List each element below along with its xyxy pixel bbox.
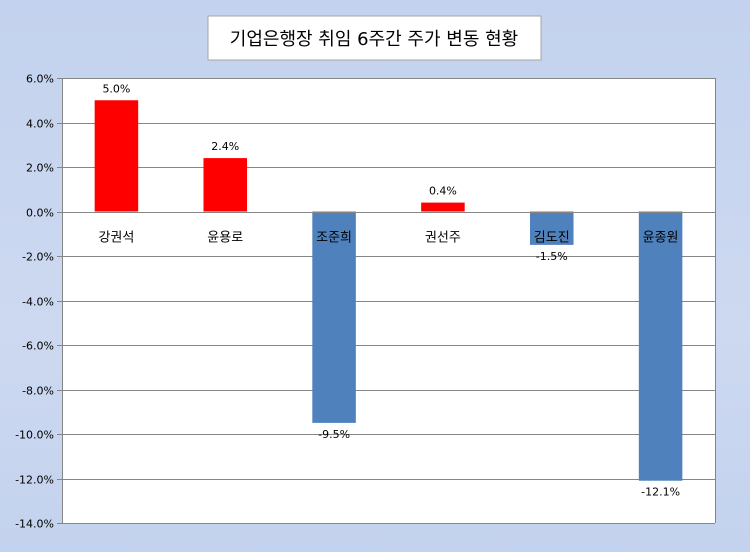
y-tick-label: -12.0%	[15, 474, 54, 487]
y-tick-label: 6.0%	[26, 73, 54, 86]
category-label: 윤종원	[643, 231, 679, 246]
data-label: -1.5%	[536, 250, 568, 263]
category-label: 윤용로	[207, 231, 243, 246]
bar	[312, 211, 356, 423]
y-tick-label: -10.0%	[15, 429, 54, 442]
chart-title-box: 기업은행장 취임 6주간 주가 변동 현황	[207, 15, 542, 61]
bar	[94, 100, 139, 212]
gridlines	[62, 78, 715, 524]
axes	[57, 78, 716, 524]
data-label: 0.4%	[429, 185, 457, 198]
y-tick-label: -2.0%	[22, 251, 54, 264]
data-label: -12.1%	[641, 486, 680, 499]
data-label: -9.5%	[318, 428, 350, 441]
y-tick-label: 0.0%	[26, 207, 54, 220]
data-label: 5.0%	[102, 82, 130, 95]
labels: 6.0% 4.0% 2.0% 0.0% -2.0% -4.0% -6.0% -8.0% -10.…	[15, 73, 680, 531]
y-tick-label: -8.0%	[22, 385, 54, 398]
category-label: 강권석	[98, 231, 134, 246]
bar	[421, 202, 465, 212]
y-tick-label: -14.0%	[15, 518, 54, 531]
category-label: 김도진	[534, 231, 570, 246]
plot-area	[62, 78, 715, 523]
chart-title: 기업은행장 취임 6주간 주가 변동 현황	[230, 29, 518, 50]
y-tick-label: 4.0%	[26, 118, 54, 131]
category-label: 조준희	[316, 231, 352, 246]
bars	[94, 100, 683, 481]
y-tick-label: -4.0%	[22, 296, 54, 309]
bar	[203, 158, 248, 212]
y-tick-label: 2.0%	[26, 162, 54, 175]
bar	[638, 211, 683, 481]
bar	[529, 211, 574, 245]
y-tick-label: -6.0%	[22, 340, 54, 353]
category-label: 권선주	[425, 231, 461, 246]
data-label: 2.4%	[211, 140, 239, 153]
